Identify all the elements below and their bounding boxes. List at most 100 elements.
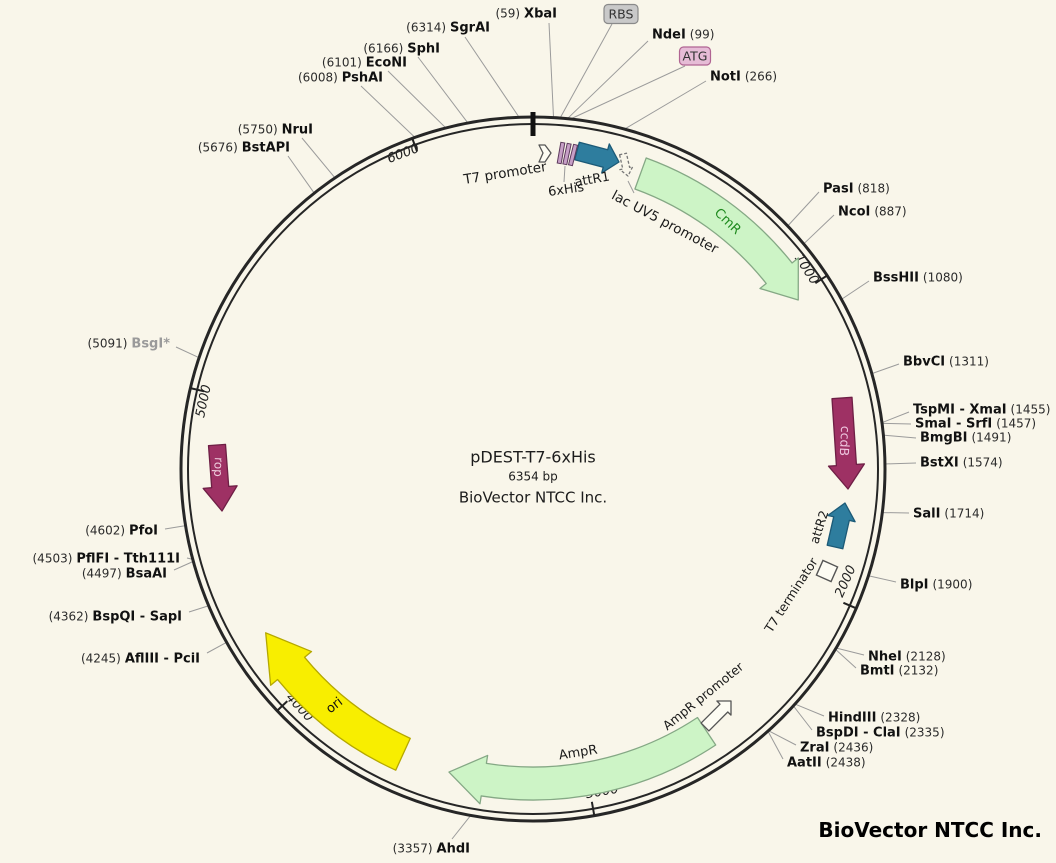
site-label-ZraI: ZraI (2436) [800,741,873,756]
feature-T7-terminator [815,559,839,583]
callout-line-BspQISapI [188,605,209,613]
site-label-BbvCI: BbvCI (1311) [903,355,989,370]
site-label-PshAI: (6008) PshAI [298,71,383,86]
badge-ATG [678,46,712,66]
site-label-SalI: SalI (1714) [913,507,984,522]
callout-line-PasI [787,191,820,227]
feature-arrow-ccdB [827,396,866,490]
feature-arrow-lac-UV5-promoter [618,152,634,177]
callout-line-BstAPI [287,155,315,194]
feature-6xHis-bar-1 [562,142,572,166]
tick-label-6000: 6000 [385,141,421,167]
tick-mark-6000 [411,138,419,152]
site-label-BlpI: BlpI (1900) [900,578,972,593]
callout-line-BlpI [868,575,897,583]
feature-connector-0 [563,165,566,183]
callout-line-PshAI [360,85,416,138]
feature-arrow-attR2 [826,502,856,550]
tick-mark-1000 [814,274,828,285]
plasmid-name: pDEST-T7-6xHis [470,447,596,467]
site-label-BssHII: BssHII (1080) [873,271,963,286]
site-label-NheI: NheI (2128) [868,650,946,665]
site-label-XbaI: (59) XbaI [495,7,557,22]
site-label-NruI: (5750) NruI [238,123,313,138]
plasmid-center-label: pDEST-T7-6xHis 6354 bp BioVector NTCC In… [459,448,607,507]
callout-line-BsaAI [173,560,194,571]
badge-label-ATG: ATG [683,49,708,64]
attr2-label: attR2 [807,508,832,545]
callout-line-NotI [624,80,707,130]
plasmid-company: BioVector NTCC Inc. [458,488,608,507]
callout-line-TspMIXmaI [881,411,910,424]
site-label-AflIIIPciI: (4245) AflIII - PciI [81,652,200,667]
feature-connector-1 [627,180,635,194]
feature-arc-AmpR [448,716,717,805]
site-label-TspMIXmaI: TspMI - XmaI (1455) [913,403,1050,418]
callout-line-NheI [835,647,865,656]
callout-line-RBS [559,23,613,119]
callout-line-SmaISrfI [882,422,912,425]
site-label-AatII: AatII (2438) [787,756,866,771]
callout-line-BmgBI [883,434,917,439]
callout-line-AflIIIPciI [206,641,227,654]
site-label-EcoNI: (6101) EcoNI [322,56,407,71]
site-label-NcoI: NcoI (887) [838,205,907,220]
feature-arrow-attR1 [574,141,620,174]
callout-line-BstXI [884,462,917,465]
plasmid-size: 6354 bp [508,469,558,484]
site-label-BmtI: BmtI (2132) [860,664,938,679]
callout-line-XbaI [548,22,555,118]
site-label-NotI: NotI (266) [710,70,777,85]
badge-label-RBS: RBS [609,7,634,22]
tick-mark-4000 [276,700,288,712]
rop-label: rop [211,457,226,477]
site-label-BmgBI: BmgBI (1491) [920,431,1011,446]
callout-line-ZraI [768,730,797,746]
ampr-label: AmpR [558,743,599,764]
tick-mark-3000 [590,801,596,816]
callout-line-AatII [767,730,784,760]
feature-arrow-rop [202,443,238,512]
callout-line-BmtI [835,648,857,669]
feature-6xHis-bar-0 [556,141,566,165]
feature-6xHis-bar-2 [567,143,579,167]
site-label-AhdI: (3357) AhdI [393,842,470,857]
callout-line-BspDIClaI [792,705,813,731]
site-label-PasI: PasI (818) [823,182,890,197]
t7-terminator-label: T7 terminator [761,554,821,636]
site-label-BspDIClaI: BspDI - ClaI (2335) [816,726,945,741]
callout-line-SgrAI [464,36,520,118]
site-label-BstAPI: (5676) BstAPI [198,141,290,156]
callout-line-EcoNI [387,70,447,129]
site-label-BstXI: BstXI (1574) [920,456,1003,471]
feature-arrow-T7-promoter [538,144,552,163]
site-label-HindIII: HindIII (2328) [828,711,920,726]
callout-line-NruI [301,137,336,179]
company-watermark: BioVector NTCC Inc. [818,818,1042,842]
site-label-BsgI: (5091) BsgI* [88,337,171,352]
site-label-PfoI: (4602) PfoI [85,524,158,539]
badge-RBS [603,3,639,25]
sixhis-label: 6xHis [547,180,585,200]
ccdb-label: ccdB [837,425,854,456]
callout-line-BssHII [841,280,870,300]
callout-line-NcoI [803,214,835,245]
site-label-SgrAI: (6314) SgrAI [406,21,490,36]
callout-line-PfoI [164,525,186,530]
callout-line-SphI [417,56,469,124]
feature-arc-ori [265,632,411,771]
callout-line-HindIII [794,703,825,717]
callout-line-BsgI [175,346,200,359]
feature-arc-CmR [634,157,799,301]
site-label-SmaISrfI: SmaI - SrfI (1457) [915,417,1036,432]
site-label-BspQISapI: (4362) BspQI - SapI [49,610,182,625]
callout-line-AhdI [451,815,472,840]
site-label-PflFITth111I: (4503) PflFI - Tth111I [33,552,181,567]
site-label-SphI: (6166) SphI [363,42,440,57]
feature-arrow-AmpR-promoter [700,700,732,732]
site-label-BsaAI: (4497) BsaAI [82,567,167,582]
callout-line-ATG [570,65,686,120]
tick-mark-5000 [190,387,205,393]
